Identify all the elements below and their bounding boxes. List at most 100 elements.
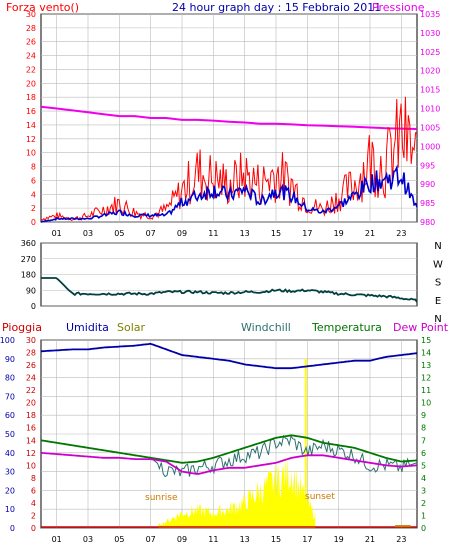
wind-tick-label: 2: [31, 204, 36, 213]
rain-tick-label: 14: [26, 436, 36, 445]
hour-tick-label: 21: [365, 229, 375, 238]
solar-area: [158, 455, 316, 528]
wind-average-line: [40, 164, 418, 223]
pressure-line: [40, 105, 418, 130]
temperature-tick-label: 1: [421, 511, 426, 520]
hour-tick-label: 23: [396, 229, 406, 238]
temperature-tick-label: 4: [421, 474, 426, 483]
humidity-tick-label: 90: [5, 355, 15, 364]
graph-title: 24 hour graph day : 15 Febbraio 2011: [172, 1, 381, 14]
rain-tick-label: 22: [26, 386, 36, 395]
legend-pioggia: Pioggia: [2, 321, 42, 334]
hour-tick-label: 09: [177, 535, 187, 544]
legend-solar: Solar: [117, 321, 146, 334]
temperature-tick-label: 11: [421, 386, 431, 395]
umidita-line: [40, 342, 418, 370]
rain-tick-label: 16: [26, 424, 36, 433]
wind-tick-label: 12: [26, 135, 36, 144]
humidity-tick-label: 70: [5, 392, 15, 401]
direction-tick-label: 360: [21, 239, 36, 248]
compass-label: W: [433, 259, 443, 270]
rain-tick-label: 18: [26, 411, 36, 420]
wind-tick-label: 6: [31, 176, 36, 185]
temperature-tick-label: 12: [421, 374, 431, 383]
temperature-tick-label: 15: [421, 336, 431, 345]
humidity-tick-label: 60: [5, 411, 15, 420]
hour-tick-label: 15: [271, 535, 281, 544]
direction-tick-label: 90: [26, 286, 36, 295]
wind-tick-label: 28: [26, 24, 36, 33]
compass-label: N: [434, 241, 441, 252]
hour-tick-label: 11: [208, 229, 218, 238]
direction-tick-label: 0: [31, 302, 36, 311]
wind-tick-label: 0: [31, 218, 36, 227]
temperature-tick-label: 7: [421, 436, 426, 445]
sunset-annotation: sunset: [305, 492, 335, 502]
hour-tick-label: 07: [146, 229, 156, 238]
humidity-tick-label: 0: [10, 524, 15, 533]
humidity-tick-label: 80: [5, 374, 15, 383]
wind-tick-label: 26: [26, 38, 36, 47]
climate-grid: [41, 339, 417, 529]
rain-tick-label: 24: [26, 374, 36, 383]
hour-tick-label: 21: [365, 535, 375, 544]
pressure-tick-label: 990: [420, 180, 435, 189]
wind-direction-line: [41, 277, 418, 303]
temperature-tick-label: 0: [421, 524, 426, 533]
humidity-tick-label: 30: [5, 468, 15, 477]
hour-tick-label: 13: [240, 535, 250, 544]
wind-tick-label: 30: [26, 10, 36, 19]
hour-tick-label: 09: [177, 229, 187, 238]
humidity-tick-label: 50: [5, 430, 15, 439]
pressure-tick-label: 1025: [420, 48, 440, 57]
humidity-tick-label: 10: [5, 505, 15, 514]
climate-series: [40, 342, 418, 528]
rain-tick-label: 26: [26, 361, 36, 370]
temperature-tick-label: 8: [421, 424, 426, 433]
temperature-tick-label: 2: [421, 499, 426, 508]
wind-tick-label: 20: [26, 79, 36, 88]
humidity-tick-label: 40: [5, 449, 15, 458]
hour-tick-label: 03: [83, 535, 93, 544]
temperature-tick-label: 14: [421, 349, 431, 358]
pressure-tick-label: 1035: [420, 10, 440, 19]
compass-label: S: [435, 278, 441, 289]
hour-tick-label: 15: [271, 229, 281, 238]
rain-tick-label: 0: [31, 524, 36, 533]
hour-tick-label: 01: [52, 535, 62, 544]
hour-tick-label: 23: [396, 535, 406, 544]
hour-tick-label: 03: [83, 229, 93, 238]
rain-tick-label: 8: [31, 474, 36, 483]
hour-tick-label: 05: [114, 535, 124, 544]
wind-tick-label: 24: [26, 52, 36, 61]
direction-tick-label: 180: [21, 271, 36, 280]
hour-tick-label: 13: [240, 229, 250, 238]
temperature-tick-label: 5: [421, 461, 426, 470]
wind-tick-label: 16: [26, 107, 36, 116]
direction-tick-label: 270: [21, 255, 36, 264]
legend-temperatura: Temperatura: [311, 321, 382, 334]
wind-tick-label: 22: [26, 65, 36, 74]
compass-label: E: [435, 296, 441, 307]
pressure-tick-label: 985: [420, 199, 435, 208]
pressure-tick-label: 980: [420, 218, 435, 227]
temperature-tick-label: 9: [421, 411, 426, 420]
wind-x-ticks: 01 03 05 07 09 11 13 15 17 19 21 23: [52, 229, 407, 238]
hour-tick-label: 11: [208, 535, 218, 544]
temperature-tick-label: 10: [421, 399, 431, 408]
rain-tick-label: 2: [31, 511, 36, 520]
legend-dewpoint: Dew Point: [393, 321, 449, 334]
wind-tick-label: 18: [26, 93, 36, 102]
wind-tick-label: 8: [31, 163, 36, 172]
temperature-tick-label: 6: [421, 449, 426, 458]
hour-tick-label: 01: [52, 229, 62, 238]
direction-series: [41, 277, 418, 303]
rain-tick-label: 4: [31, 499, 36, 508]
hour-tick-label: 07: [146, 535, 156, 544]
rain-tick-label: 12: [26, 449, 36, 458]
